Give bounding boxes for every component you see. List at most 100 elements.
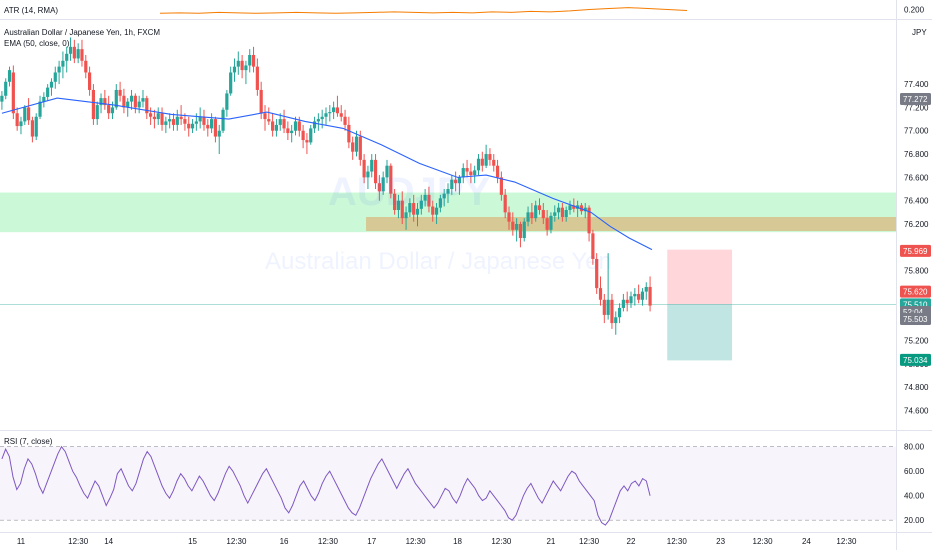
- candle-up: [0, 95, 4, 102]
- candle-down: [11, 72, 15, 114]
- candle-down: [469, 171, 473, 176]
- candle-down: [15, 113, 19, 127]
- candle-down: [343, 116, 347, 125]
- candle-up: [408, 203, 412, 213]
- time-tick-label: 12:30: [667, 537, 688, 546]
- candle-down: [362, 159, 366, 178]
- candle-up: [332, 107, 336, 113]
- candle-up: [556, 207, 561, 213]
- rsi-indicator-label[interactable]: RSI (7, close): [4, 437, 53, 446]
- candle-up: [568, 205, 572, 211]
- time-tick-label: 12:30: [579, 537, 600, 546]
- price-tick-label: 74.600: [904, 407, 929, 416]
- candle-down: [206, 124, 210, 129]
- candle-up: [232, 66, 237, 73]
- price-tag-label: 77.272: [903, 95, 928, 104]
- candle-up: [526, 212, 530, 222]
- candle-down: [492, 159, 496, 166]
- candle-up: [617, 307, 622, 318]
- candle-down: [610, 299, 614, 324]
- candle-down: [560, 207, 564, 218]
- candle-up: [366, 171, 370, 178]
- candle-up: [324, 113, 328, 117]
- candle-down: [373, 159, 378, 184]
- stop-zone: [667, 249, 733, 305]
- candle-up: [99, 98, 103, 106]
- candle-down: [507, 212, 511, 222]
- candle-down: [26, 107, 31, 121]
- candle-down: [145, 98, 149, 114]
- candle-down: [625, 299, 629, 304]
- candle-down: [377, 183, 381, 192]
- candle-up: [614, 317, 618, 324]
- ema-line: [1, 97, 653, 251]
- candle-down: [179, 116, 183, 120]
- candle-down: [183, 119, 187, 124]
- price-tag: [900, 244, 931, 257]
- candle-up: [606, 299, 610, 315]
- time-tick-label: 15: [188, 537, 197, 546]
- candle-down: [351, 142, 355, 152]
- candle-up: [168, 119, 172, 122]
- candle-down: [495, 165, 500, 178]
- time-tick-label: 12:30: [836, 537, 857, 546]
- symbol-legend[interactable]: Australian Dollar / Japanese Yen, 1h, FX…: [4, 28, 161, 37]
- candle-up: [290, 130, 294, 134]
- candle-down: [103, 98, 107, 106]
- ema-indicator-label[interactable]: EMA (50, close, 0): [4, 39, 70, 48]
- price-tag: [900, 313, 931, 326]
- price-tick-label: 75.800: [904, 267, 929, 276]
- candle-up: [553, 212, 557, 216]
- candle-down: [213, 119, 218, 137]
- candle-up: [354, 136, 359, 152]
- candle-down: [297, 121, 301, 131]
- candle-up: [446, 189, 450, 194]
- price-tag-label: 75.510: [903, 300, 928, 309]
- candle-up: [65, 53, 69, 61]
- candle-up: [320, 116, 324, 120]
- candle-up: [244, 65, 248, 71]
- candle-down: [499, 177, 503, 195]
- candle-down: [91, 89, 96, 120]
- time-tick-label: 12:30: [491, 537, 512, 546]
- price-tick-label: 74.800: [904, 383, 929, 392]
- candle-down: [30, 120, 35, 137]
- candle-down: [503, 194, 507, 213]
- time-tick-label: 22: [627, 537, 636, 546]
- candle-down: [255, 66, 259, 90]
- candle-down: [282, 119, 286, 129]
- candle-up: [461, 168, 465, 178]
- candle-down: [149, 113, 153, 117]
- candle-up: [457, 177, 462, 184]
- candle-down: [347, 124, 351, 143]
- rsi-line: [1, 445, 651, 526]
- time-tick-label: 12:30: [68, 537, 89, 546]
- candle-down: [412, 203, 416, 215]
- candle-down: [431, 206, 435, 215]
- candle-down: [118, 89, 122, 96]
- price-tag-label: 75.969: [903, 247, 928, 256]
- candle-down: [72, 46, 76, 59]
- candle-up: [110, 107, 115, 114]
- candle-up: [164, 121, 168, 125]
- price-tick-label: 76.200: [904, 220, 929, 229]
- candle-up: [522, 221, 526, 238]
- rsi-tick-label: 80.00: [904, 443, 925, 452]
- candle-up: [190, 123, 195, 129]
- candle-down: [389, 165, 393, 194]
- candle-down: [530, 212, 534, 219]
- candle-down: [152, 116, 157, 120]
- candle-up: [442, 193, 446, 199]
- price-tick-label: 76.600: [904, 173, 929, 182]
- candle-up: [370, 159, 374, 172]
- atr-line: [159, 7, 688, 14]
- candle-up: [476, 158, 481, 171]
- atr-indicator-label[interactable]: ATR (14, RMA): [4, 6, 59, 15]
- candle-up: [23, 107, 27, 122]
- candle-up: [4, 81, 8, 96]
- candle-up: [640, 291, 645, 300]
- candle-down: [595, 258, 599, 289]
- candle-up: [621, 299, 625, 308]
- candle-up: [534, 205, 538, 219]
